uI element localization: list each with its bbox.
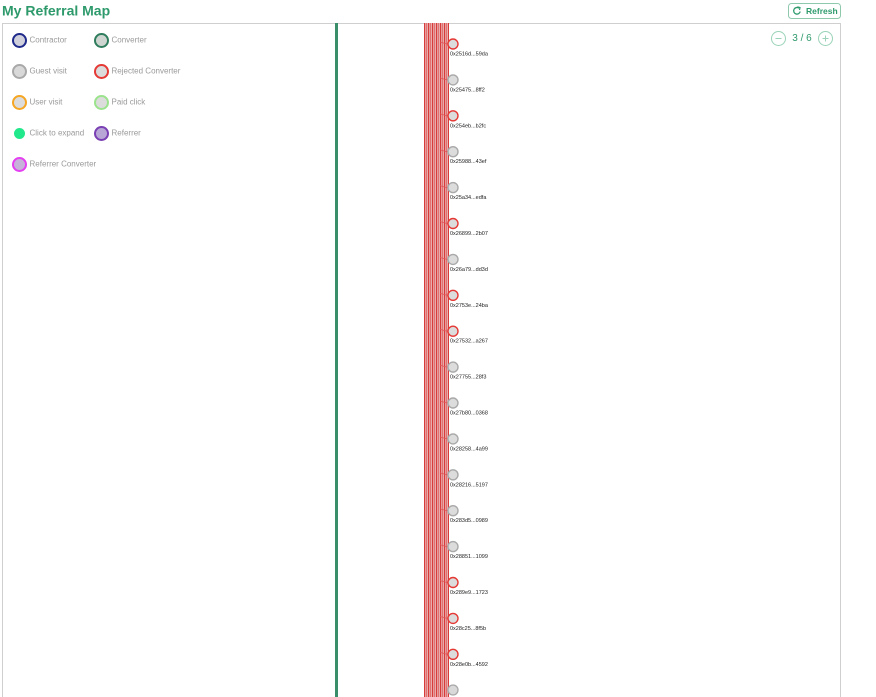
pager: 3 / 6	[771, 31, 833, 46]
node-circle[interactable]	[447, 540, 459, 553]
legend-swatch	[94, 64, 109, 79]
link-bundle	[424, 23, 449, 697]
node-label: 0x283d5...0989	[450, 518, 488, 524]
node-circle[interactable]	[447, 469, 459, 481]
legend-swatch	[12, 64, 27, 79]
legend-label: Referrer	[112, 129, 142, 138]
node-label: 0x2516d...59da	[450, 51, 489, 57]
node-circle[interactable]	[447, 433, 459, 445]
node-circle[interactable]	[447, 612, 459, 625]
node-label: 0x28258...4a99	[450, 446, 488, 452]
node-circle[interactable]	[447, 253, 459, 266]
node-label: 0x27b80...0368	[450, 410, 488, 416]
node-circle[interactable]	[447, 74, 459, 86]
refresh-label[interactable]: Refresh	[806, 6, 838, 16]
legend-swatch	[94, 95, 109, 110]
refresh-icon[interactable]	[793, 6, 801, 15]
node-label: 0x25a34...edfa	[450, 195, 487, 201]
legend-swatch	[12, 33, 27, 48]
node-circle[interactable]	[447, 684, 459, 696]
node-circle[interactable]	[447, 325, 459, 337]
legend-label: Converter	[112, 36, 147, 45]
node-circle[interactable]	[447, 38, 459, 50]
node-label: 0x27532...a267	[450, 339, 488, 345]
node-circle[interactable]	[447, 648, 459, 660]
legend-label: Guest visit	[30, 67, 68, 76]
node-label: 0x27755...28f3	[450, 375, 486, 381]
map-panel	[2, 23, 841, 697]
node-label: 0x2753e...24ba	[450, 303, 489, 309]
node-circle[interactable]	[447, 181, 459, 194]
node-circle[interactable]	[447, 576, 459, 589]
legend-swatch	[94, 33, 109, 48]
page-title: My Referral Map	[2, 3, 110, 19]
node-circle[interactable]	[447, 110, 459, 122]
legend-swatch	[14, 128, 25, 139]
node-circle[interactable]	[447, 397, 459, 409]
legend-swatch	[12, 157, 27, 172]
refresh-button[interactable]: Refresh	[788, 3, 841, 19]
node-label: 0x254eb...b2fc	[450, 123, 486, 129]
node-label: 0x25475...8ff2	[450, 87, 485, 93]
refresh-button-box[interactable]	[788, 3, 841, 19]
node-label: 0x289e9...1723	[450, 590, 488, 596]
legend-label: User visit	[30, 98, 64, 107]
node-label: 0x28e0b...4592	[450, 662, 488, 668]
legend-swatch	[12, 95, 27, 110]
nodes: 0x2516d...59da 0x25475...8ff2 0x254eb...b2…	[439, 38, 489, 668]
node-circle[interactable]	[447, 361, 459, 373]
refresh-icon-arrow[interactable]	[797, 6, 801, 11]
node-label: 0x25988...43ef	[450, 159, 487, 165]
node-circle[interactable]	[447, 289, 459, 301]
legend-label: Paid click	[112, 98, 147, 107]
node-circle[interactable]	[447, 505, 459, 517]
legend-label: Contractor	[30, 36, 68, 45]
node-label: 0x26a79...dd3d	[450, 267, 488, 273]
legend-label: Rejected Converter	[112, 67, 181, 76]
pager-status: 3 / 6	[792, 33, 812, 44]
legend-swatch	[94, 126, 109, 141]
node-label: 0x26899...2b07	[450, 231, 488, 237]
node-circle[interactable]	[447, 217, 459, 230]
legend: Contractor Converter Guest visit Rejected C…	[12, 33, 181, 172]
legend-label: Click to expand	[30, 129, 85, 138]
node-label: 0x28851...1099	[450, 554, 488, 560]
legend-label: Referrer Converter	[30, 160, 97, 169]
node-label: 0x28c25...8f5b	[450, 626, 486, 632]
node-circle[interactable]	[447, 145, 459, 158]
node-label: 0x28216...5197	[450, 482, 488, 488]
